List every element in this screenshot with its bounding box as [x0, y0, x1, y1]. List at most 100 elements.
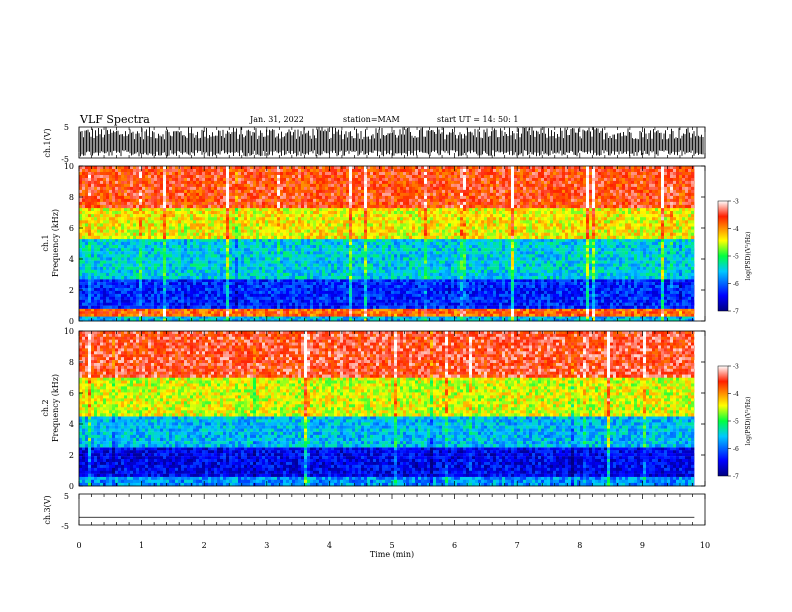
spectrogram-cell: [661, 248, 665, 252]
spectrogram-cell: [472, 311, 476, 314]
spectrogram-cell: [229, 313, 233, 317]
spectrogram-cell: [466, 245, 470, 249]
spectrogram-cell: [214, 263, 218, 267]
spectrogram-cell: [430, 302, 434, 306]
spectrogram-cell: [457, 288, 461, 292]
spectrogram-cell: [124, 260, 128, 264]
spectrogram-cell: [271, 282, 275, 286]
spectrogram-cell: [130, 299, 134, 303]
spectrogram-cell: [307, 282, 311, 286]
spectrogram-cell: [646, 285, 650, 289]
spectrogram-cell: [343, 282, 347, 286]
spectrogram-cell: [208, 288, 212, 292]
spectrogram-cell: [640, 299, 644, 303]
spectrogram-cell: [517, 308, 521, 312]
spectrogram-cell: [469, 302, 473, 306]
spectrogram-cell: [109, 238, 113, 243]
spectrogram-cell: [280, 313, 284, 317]
spectrogram-cell: [184, 260, 188, 264]
spectrogram-cell: [241, 263, 245, 267]
spectrogram-cell: [151, 282, 155, 286]
spectrogram-cell: [628, 293, 632, 298]
spectrogram-cell: [577, 299, 581, 303]
spectrogram-cell: [469, 305, 473, 309]
spectrogram-cell: [508, 290, 512, 295]
spectrogram-cell: [154, 254, 158, 258]
spectrogram-cell: [517, 316, 521, 319]
spectrogram-cell: [187, 245, 191, 249]
spectrogram-cell: [658, 290, 662, 295]
spectrogram-cell: [85, 241, 89, 246]
spectrogram-cell: [139, 311, 143, 314]
spectrogram-cell: [172, 238, 176, 243]
spectrogram-cell: [595, 299, 599, 303]
spectrogram-cell: [127, 302, 131, 306]
spectrogram-cell: [181, 279, 185, 283]
spectrogram-cell: [184, 263, 188, 267]
spectrogram-cell: [388, 279, 392, 283]
spectrogram-cell: [340, 299, 344, 303]
spectrogram-cell: [622, 279, 626, 283]
spectrogram-cell: [616, 308, 620, 312]
spectrogram-cell: [406, 285, 410, 289]
spectrogram-cell: [313, 308, 317, 312]
spectrogram-cell: [481, 311, 485, 314]
spectrogram-cell: [406, 308, 410, 312]
spectrogram-cell: [295, 263, 299, 267]
spectrogram-cell: [613, 254, 617, 258]
spectrogram-cell: [241, 302, 245, 306]
spectrogram-cell: [484, 311, 488, 314]
spectrogram-cell: [109, 248, 113, 252]
spectrogram-cell: [352, 302, 356, 306]
spectrogram-cell: [529, 293, 533, 298]
spectrogram-cell: [352, 311, 356, 314]
spectrogram-cell: [271, 308, 275, 312]
spectrogram-cell: [301, 282, 305, 286]
spectrogram-cell: [472, 305, 476, 309]
spectrogram-cell: [613, 290, 617, 295]
spectrogram-cell: [391, 251, 395, 255]
spectrogram-cell: [583, 245, 587, 249]
spectrogram-cell: [415, 313, 419, 317]
spectrogram-cell: [595, 285, 599, 289]
spectrogram-cell: [532, 285, 536, 289]
spectrogram-cell: [397, 260, 401, 264]
spectrogram-cell: [154, 293, 158, 298]
spectrogram-cell: [667, 290, 671, 295]
spectrogram-cell: [427, 238, 431, 243]
spectrogram-cell: [208, 238, 212, 243]
spectrogram-cell: [418, 254, 422, 258]
spectrogram-cell: [634, 293, 638, 298]
spectrogram-cell: [337, 296, 341, 300]
spectrogram-cell: [202, 245, 206, 249]
spectrogram-cell: [565, 260, 569, 264]
spectrogram-cell: [427, 285, 431, 289]
spectrogram-cell: [169, 263, 173, 267]
spectrogram-cell: [640, 318, 644, 322]
spectrogram-cell: [379, 260, 383, 264]
spectrogram-cell: [553, 293, 557, 298]
spectrogram-cell: [649, 316, 653, 319]
spectrogram-cell: [139, 293, 143, 298]
spectrogram-cell: [94, 279, 98, 283]
spectrogram-cell: [163, 245, 167, 249]
spectrogram-cell: [178, 302, 182, 306]
spectrogram-cell: [88, 260, 92, 264]
spectrogram-cell: [271, 318, 275, 322]
spectrogram-cell: [292, 305, 296, 309]
spectrogram-cell: [256, 245, 260, 249]
spectrogram-cell: [322, 296, 326, 300]
spectrogram-cell: [283, 318, 287, 322]
spectrogram-cell: [502, 257, 506, 261]
spectrogram-cell: [178, 305, 182, 309]
spectrogram-cell: [262, 318, 266, 322]
spectrogram-cell: [493, 282, 497, 286]
spectrogram-cell: [496, 282, 500, 286]
spectrogram-cell: [652, 248, 656, 252]
spectrogram-cell: [313, 299, 317, 303]
spectrogram-cell: [493, 302, 497, 306]
spectrogram-cell: [385, 316, 389, 319]
spectrogram-cell: [241, 245, 245, 249]
spectrogram-cell: [238, 288, 242, 292]
spectrogram-cell: [136, 257, 140, 261]
